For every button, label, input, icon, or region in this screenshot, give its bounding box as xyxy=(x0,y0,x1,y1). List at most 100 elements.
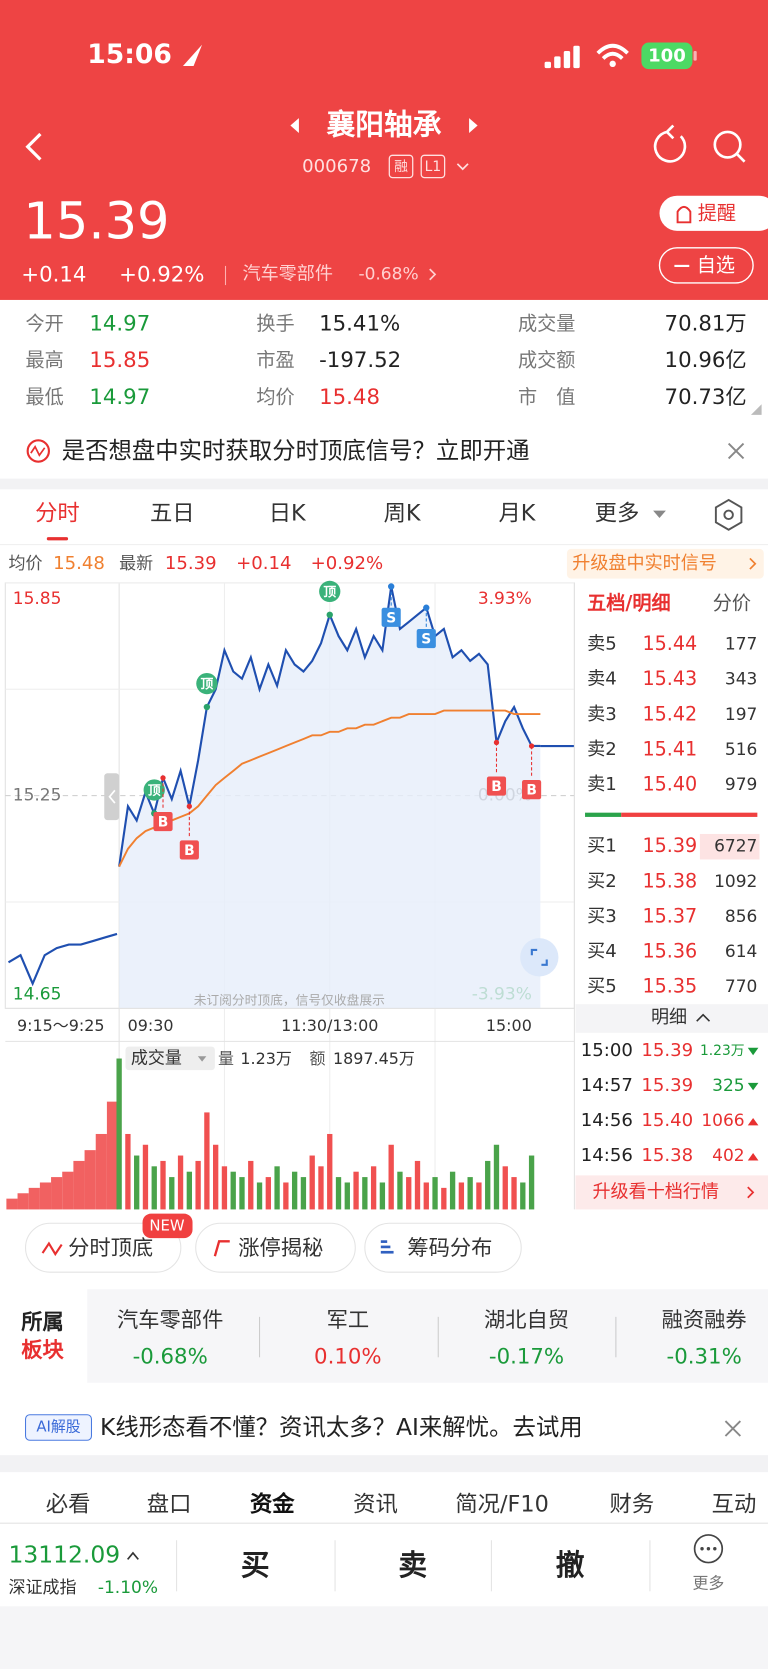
stock-code: 000678 xyxy=(302,156,371,177)
signal-badge xyxy=(416,629,436,649)
volume-bar xyxy=(95,1133,107,1210)
tool-label: 涨停揭秘 xyxy=(238,1236,323,1261)
close-icon[interactable] xyxy=(724,1420,742,1437)
back-button[interactable] xyxy=(25,132,42,161)
separator xyxy=(0,478,768,490)
section-tab[interactable]: 资金 xyxy=(250,1491,295,1518)
refresh-icon[interactable] xyxy=(653,124,687,163)
volume-bar xyxy=(151,1166,157,1210)
stat-value: 15.48 xyxy=(319,385,380,410)
more-dot xyxy=(706,1547,711,1551)
trade-action[interactable]: 买 xyxy=(241,1548,270,1582)
section-tab[interactable]: 资讯 xyxy=(353,1492,398,1518)
sector-name[interactable]: 汽车零部件 xyxy=(117,1308,223,1333)
settings-icon[interactable] xyxy=(714,498,743,531)
ob-volume: 979 xyxy=(725,775,757,795)
trade-action[interactable]: 撤 xyxy=(556,1548,585,1582)
trade-dir xyxy=(747,1153,759,1161)
volume-bar xyxy=(134,1155,140,1210)
volume-bar xyxy=(274,1166,280,1210)
more-icon[interactable] xyxy=(693,1534,724,1564)
chart-tab[interactable]: 更多 xyxy=(595,500,640,526)
chevron xyxy=(749,557,757,570)
x-tick-label: 11:30/13:00 xyxy=(281,1016,378,1035)
volume-bar xyxy=(239,1177,245,1210)
battery xyxy=(641,42,693,70)
watch-button[interactable] xyxy=(658,247,754,284)
upgrade-band[interactable] xyxy=(575,1175,768,1210)
upgrade-pill[interactable] xyxy=(566,548,764,579)
volume-bar xyxy=(17,1193,29,1210)
dropdown[interactable] xyxy=(456,163,469,171)
volume-bar xyxy=(213,1144,219,1210)
chart-tab[interactable]: 分时 xyxy=(35,500,80,526)
signal-label: B xyxy=(526,783,537,799)
chart-tab[interactable]: 日K xyxy=(269,500,307,526)
volume-bar xyxy=(116,1058,122,1210)
separator xyxy=(0,1455,768,1473)
price-tab[interactable]: 分价 xyxy=(713,592,751,615)
ob-volume: 197 xyxy=(725,705,757,725)
volume-bar xyxy=(51,1177,63,1210)
collapse-arrow xyxy=(108,789,116,804)
ob-price: 15.40 xyxy=(642,773,697,796)
section-tab[interactable]: 互动 xyxy=(712,1492,757,1518)
stat-label: 今开 xyxy=(26,312,64,335)
price-change-pct: +0.92% xyxy=(119,262,204,287)
tool-icon xyxy=(41,1241,63,1257)
tool-button[interactable] xyxy=(24,1222,182,1273)
section-tab[interactable]: 必看 xyxy=(46,1492,91,1518)
stat-value: 15.41% xyxy=(319,311,400,336)
trade-dir xyxy=(747,1117,759,1126)
ob-price: 15.39 xyxy=(642,834,697,857)
y-tick-label: 15.25 xyxy=(13,786,62,806)
stat-value: 14.97 xyxy=(89,311,150,336)
signal-label: B xyxy=(158,815,169,831)
sector-name[interactable]: 军工 xyxy=(327,1308,370,1333)
search-icon[interactable] xyxy=(713,130,742,159)
volume-bar xyxy=(6,1198,18,1210)
sector-name[interactable]: 湖北自贸 xyxy=(484,1308,569,1333)
section-tab[interactable]: 财务 xyxy=(610,1492,655,1518)
sector-pct: -0.17% xyxy=(489,1344,564,1369)
signal-point xyxy=(493,739,500,746)
chart-tab[interactable]: 五日 xyxy=(150,500,195,526)
signal-bar xyxy=(563,51,571,69)
price-change: +0.14 xyxy=(21,262,86,287)
prev-stock[interactable] xyxy=(290,118,299,133)
tool-button[interactable] xyxy=(364,1222,522,1273)
amt-value: 1897.45万 xyxy=(333,1049,415,1068)
close-icon[interactable] xyxy=(727,442,745,460)
next-stock[interactable] xyxy=(469,118,478,133)
ai-promo[interactable]: K线形态看不懂？资讯太多？AI来解忧。去试用 xyxy=(100,1413,583,1441)
volume-bar xyxy=(160,1160,166,1210)
ob-label: 买4 xyxy=(587,941,617,962)
volume-bar xyxy=(476,1182,482,1210)
trade-price: 15.40 xyxy=(641,1110,693,1131)
expand-button[interactable] xyxy=(520,938,559,977)
tool-button[interactable] xyxy=(195,1222,356,1273)
trade-action[interactable]: 卖 xyxy=(398,1548,427,1582)
stat-label: 市 值 xyxy=(518,385,575,408)
signal-point xyxy=(203,703,211,711)
vol-label: 量 xyxy=(218,1049,234,1068)
alert-label: 提醒 xyxy=(698,201,736,224)
signal-point xyxy=(528,743,535,749)
volume-pill[interactable] xyxy=(125,1046,215,1071)
orderbook-tab[interactable]: 五档/明细 xyxy=(587,592,671,615)
signal-point xyxy=(160,775,166,781)
collapse-tab[interactable] xyxy=(104,773,120,821)
promo-banner[interactable]: 是否想盘中实时获取分时顶底信号？立即开通 xyxy=(62,437,530,465)
section-tab[interactable]: 简况/F10 xyxy=(455,1492,548,1518)
chart-tab[interactable]: 周K xyxy=(384,500,422,526)
stat-value: 70.81万 xyxy=(665,311,747,336)
sector-name[interactable]: 融资融券 xyxy=(662,1308,747,1333)
trade-dir xyxy=(747,1047,759,1056)
detail-title[interactable]: 明细 xyxy=(651,1007,687,1028)
signal-badge xyxy=(153,811,173,832)
watch-label: 自选 xyxy=(697,253,735,276)
section-tab[interactable]: 盘口 xyxy=(147,1492,192,1518)
chart-tab[interactable]: 月K xyxy=(498,500,536,526)
volume-bar xyxy=(125,1133,131,1210)
